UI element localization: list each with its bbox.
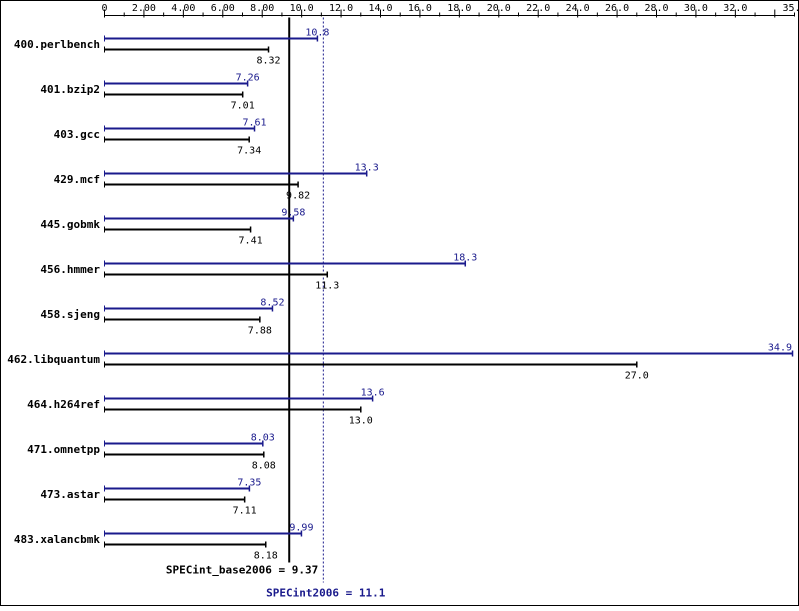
base-value-label: 7.01 — [231, 101, 255, 112]
x-axis-tick-label: 35.0 — [782, 3, 799, 14]
benchmark-label: 456.hmmer — [40, 263, 100, 276]
peak-reference-label: SPECint2006 = 11.1 — [266, 587, 386, 600]
bars — [104, 35, 794, 548]
x-axis-tick-label: 10.0 — [290, 3, 314, 14]
peak-value-label: 34.9 — [768, 343, 792, 354]
benchmark-label: 458.sjeng — [40, 308, 100, 321]
base-value-label: 8.08 — [252, 461, 276, 472]
benchmark-label: 483.xalancbmk — [14, 533, 100, 546]
benchmark-label: 429.mcf — [54, 173, 100, 186]
x-axis-tick-label: 18.0 — [447, 3, 471, 14]
peak-value-label: 7.35 — [237, 478, 261, 489]
peak-value-label: 8.52 — [260, 298, 284, 309]
peak-value-label: 7.26 — [236, 73, 260, 84]
benchmark-label: 400.perlbench — [14, 38, 100, 51]
benchmark-label: 462.libquantum — [7, 353, 100, 366]
peak-value-label: 9.99 — [289, 523, 313, 534]
x-axis-tick-label: 8.00 — [250, 3, 274, 14]
labels: 400.perlbench 10.8 8.32 401.bzip2 7.26 7.01 40… — [7, 28, 792, 600]
peak-value-label: 13.3 — [355, 163, 379, 174]
base-value-label: 7.11 — [233, 506, 257, 517]
x-axis-tick-label: 2.00 — [132, 3, 156, 14]
x-axis-tick-label: 4.00 — [171, 3, 195, 14]
x-axis-tick-label: 14.0 — [368, 3, 392, 14]
base-reference-label: SPECint_base2006 = 9.37 — [166, 564, 318, 577]
peak-value-label: 10.8 — [305, 28, 329, 39]
base-value-label: 27.0 — [625, 371, 649, 382]
base-value-label: 7.41 — [239, 236, 263, 247]
x-axis-tick-label: 26.0 — [605, 3, 629, 14]
base-value-label: 7.88 — [248, 326, 272, 337]
base-value-label: 9.82 — [286, 191, 310, 202]
x-axis-tick-label: 24.0 — [566, 3, 590, 14]
benchmark-label: 403.gcc — [54, 128, 100, 141]
base-value-label: 8.32 — [256, 56, 280, 67]
benchmark-label: 464.h264ref — [27, 398, 100, 411]
x-axis: 0 2.00 4.00 6.00 8.00 10.0 12.0 14.0 16.0 18.0 20.… — [101, 3, 799, 18]
x-axis-tick-label: 16.0 — [408, 3, 432, 14]
benchmark-label: 401.bzip2 — [40, 83, 100, 96]
peak-value-label: 8.03 — [251, 433, 275, 444]
x-axis-tick-label: 0 — [101, 3, 107, 14]
benchmark-label: 473.astar — [40, 488, 100, 501]
base-value-label: 8.18 — [254, 551, 278, 562]
benchmark-label: 445.gobmk — [40, 218, 100, 231]
peak-value-label: 13.6 — [361, 388, 385, 399]
peak-value-label: 18.3 — [453, 253, 477, 264]
benchmark-label: 471.omnetpp — [27, 443, 100, 456]
x-axis-tick-label: 32.0 — [723, 3, 747, 14]
x-axis-tick-label: 30.0 — [684, 3, 708, 14]
x-axis-tick-label: 22.0 — [526, 3, 550, 14]
peak-value-label: 9.58 — [281, 208, 305, 219]
base-value-label: 13.0 — [349, 416, 373, 427]
x-axis-tick-label: 6.00 — [211, 3, 235, 14]
x-axis-tick-label: 12.0 — [329, 3, 353, 14]
base-value-label: 11.3 — [315, 281, 339, 292]
peak-value-label: 7.61 — [242, 118, 266, 129]
x-axis-tick-label: 28.0 — [644, 3, 668, 14]
reference-lines — [288, 17, 324, 583]
base-value-label: 7.34 — [237, 146, 261, 157]
x-axis-tick-label: 20.0 — [487, 3, 511, 14]
